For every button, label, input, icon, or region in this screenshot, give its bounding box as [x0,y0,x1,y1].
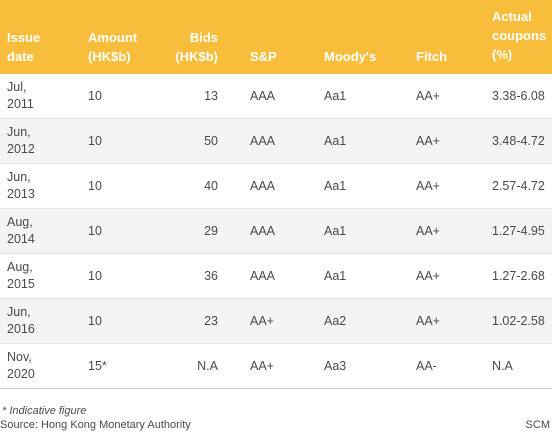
table-row: Jun, 2016 10 23 AA+ Aa2 AA+ 1.02-2.58 [0,299,552,344]
cell-coupons: 2.57-4.72 [492,179,545,193]
header-sp: S&P [250,49,277,64]
cell-amount: 10 [88,89,102,103]
cell-coupons: 1.27-4.95 [492,224,545,238]
cell-bids: 13 [204,89,218,103]
header-amount: Amount (HK$b) [88,30,138,64]
table-row: Jun, 2013 10 40 AAA Aa1 AA+ 2.57-4.72 [0,164,552,209]
header-moodys: Moody's [324,49,377,64]
cell-fitch: AA+ [416,89,440,103]
cell-fitch: AA+ [416,269,440,283]
cell-bids: 23 [204,314,218,328]
cell-amount: 10 [88,134,102,148]
cell-issue-date: Nov, 2020 [7,350,35,381]
cell-bids: 40 [204,179,218,193]
cell-sp: AAA [250,179,276,193]
header-issue-date: Issue date [7,30,41,64]
cell-amount: 10 [88,179,102,193]
cell-bids: 50 [204,134,218,148]
cell-moodys: Aa1 [324,179,347,193]
cell-amount: 10 [88,314,102,328]
credit-text: SCM [525,419,550,431]
cell-issue-date: Jun, 2013 [7,170,35,201]
source-text: Source: Hong Kong Monetary Authority [0,419,191,431]
cell-bids: 36 [204,269,218,283]
cell-issue-date: Jun, 2016 [7,305,35,336]
table-row: Jul, 2011 10 13 AAA Aa1 AA+ 3.38-6.08 [0,74,552,119]
cell-fitch: AA+ [416,314,440,328]
cell-moodys: Aa2 [324,314,347,328]
header-coupons: Actual coupons (%) [492,9,547,62]
cell-coupons: 1.27-2.68 [492,269,545,283]
cell-issue-date: Aug, 2015 [7,260,35,291]
table-row: Aug, 2014 10 29 AAA Aa1 AA+ 1.27-4.95 [0,209,552,254]
cell-bids: 29 [204,224,218,238]
cell-fitch: AA+ [416,224,440,238]
table-header: Issue date Amount (HK$b) Bids (HK$b) S&P… [0,0,552,74]
cell-amount: 10 [88,269,102,283]
cell-issue-date: Jun, 2012 [7,125,35,156]
cell-sp: AAA [250,89,276,103]
cell-fitch: AA+ [416,134,440,148]
indicative-note: * Indicative figure [2,405,87,417]
cell-sp: AA+ [250,314,274,328]
source-line: Source: Hong Kong Monetary Authority SCM [0,418,552,434]
table-footer: * Indicative figure Source: Hong Kong Mo… [0,404,552,434]
header-bids: Bids (HK$b) [175,30,218,64]
cell-sp: AAA [250,224,276,238]
cell-moodys: Aa3 [324,359,347,373]
cell-coupons: 3.38-6.08 [492,89,545,103]
cell-sp: AAA [250,269,276,283]
cell-moodys: Aa1 [324,89,347,103]
cell-issue-date: Aug, 2014 [7,215,35,246]
cell-sp: AA+ [250,359,274,373]
table-row: Nov, 2020 15* N.A AA+ Aa3 AA- N.A [0,344,552,389]
cell-sp: AAA [250,134,276,148]
header-fitch: Fitch [416,49,448,64]
cell-moodys: Aa1 [324,269,347,283]
cell-coupons: 1.02-2.58 [492,314,545,328]
cell-bids: N.A [197,359,218,373]
cell-coupons: 3.48-4.72 [492,134,545,148]
table-row: Aug, 2015 10 36 AAA Aa1 AA+ 1.27-2.68 [0,254,552,299]
cell-moodys: Aa1 [324,224,347,238]
cell-fitch: AA- [416,359,437,373]
table-row: Jun, 2012 10 50 AAA Aa1 AA+ 3.48-4.72 [0,119,552,164]
bond-issues-table: Issue date Amount (HK$b) Bids (HK$b) S&P… [0,0,552,389]
cell-amount: 15* [88,359,107,373]
cell-moodys: Aa1 [324,134,347,148]
cell-fitch: AA+ [416,179,440,193]
cell-coupons: N.A [492,359,513,373]
cell-issue-date: Jul, 2011 [7,80,34,111]
cell-amount: 10 [88,224,102,238]
